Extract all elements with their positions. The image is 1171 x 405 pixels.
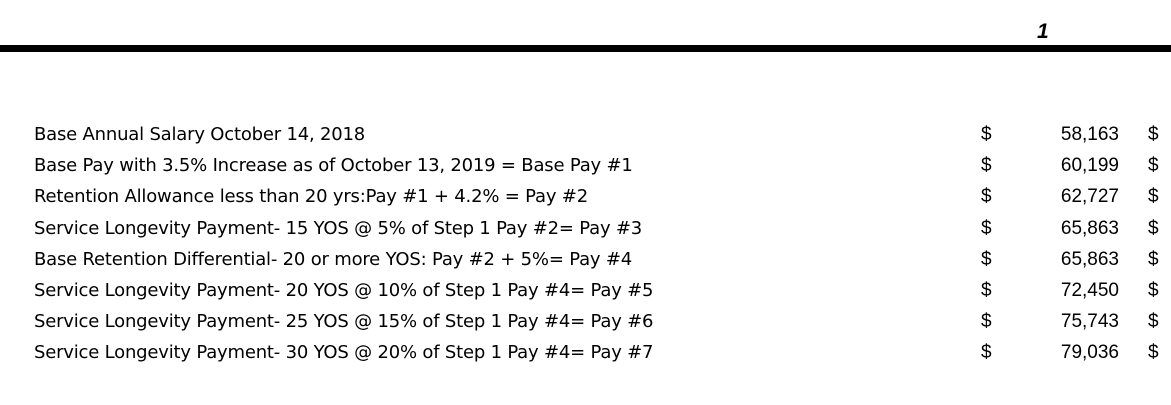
- next-column-currency-symbol: $: [1148, 213, 1159, 244]
- table-row: Service Longevity Payment- 30 YOS @ 20% …: [0, 337, 1171, 368]
- next-column-currency-symbol: $: [1148, 181, 1159, 212]
- currency-symbol: $: [981, 244, 992, 275]
- amount-value: 65,863: [1061, 244, 1119, 275]
- row-label: Base Annual Salary October 14, 2018: [34, 119, 365, 150]
- step-column-header: 1: [1037, 20, 1049, 44]
- next-column-currency-symbol: $: [1148, 275, 1159, 306]
- currency-symbol: $: [981, 119, 992, 150]
- row-label: Service Longevity Payment- 15 YOS @ 5% o…: [34, 213, 642, 244]
- next-column-currency-symbol: $: [1148, 337, 1159, 368]
- currency-symbol: $: [981, 181, 992, 212]
- row-label: Base Pay with 3.5% Increase as of Octobe…: [34, 150, 633, 181]
- table-row: Retention Allowance less than 20 yrs:Pay…: [0, 181, 1171, 212]
- amount-value: 79,036: [1061, 337, 1119, 368]
- salary-table: Base Annual Salary October 14, 2018 $ 58…: [0, 119, 1171, 369]
- table-row: Service Longevity Payment- 20 YOS @ 10% …: [0, 275, 1171, 306]
- table-row: Service Longevity Payment- 15 YOS @ 5% o…: [0, 213, 1171, 244]
- table-row: Base Annual Salary October 14, 2018 $ 58…: [0, 119, 1171, 150]
- currency-symbol: $: [981, 275, 992, 306]
- amount-value: 58,163: [1061, 119, 1119, 150]
- next-column-currency-symbol: $: [1148, 119, 1159, 150]
- currency-symbol: $: [981, 306, 992, 337]
- currency-symbol: $: [981, 213, 992, 244]
- currency-symbol: $: [981, 150, 992, 181]
- table-row: Service Longevity Payment- 25 YOS @ 15% …: [0, 306, 1171, 337]
- table-row: Base Pay with 3.5% Increase as of Octobe…: [0, 150, 1171, 181]
- amount-value: 62,727: [1061, 181, 1119, 212]
- amount-value: 65,863: [1061, 213, 1119, 244]
- amount-value: 72,450: [1061, 275, 1119, 306]
- row-label: Base Retention Differential- 20 or more …: [34, 244, 632, 275]
- row-label: Service Longevity Payment- 20 YOS @ 10% …: [34, 275, 653, 306]
- row-label: Service Longevity Payment- 30 YOS @ 20% …: [34, 337, 653, 368]
- header-divider: [0, 45, 1171, 52]
- amount-value: 60,199: [1061, 150, 1119, 181]
- next-column-currency-symbol: $: [1148, 150, 1159, 181]
- currency-symbol: $: [981, 337, 992, 368]
- next-column-currency-symbol: $: [1148, 244, 1159, 275]
- row-label: Service Longevity Payment- 25 YOS @ 15% …: [34, 306, 653, 337]
- table-row: Base Retention Differential- 20 or more …: [0, 244, 1171, 275]
- row-label: Retention Allowance less than 20 yrs:Pay…: [34, 181, 588, 212]
- next-column-currency-symbol: $: [1148, 306, 1159, 337]
- amount-value: 75,743: [1061, 306, 1119, 337]
